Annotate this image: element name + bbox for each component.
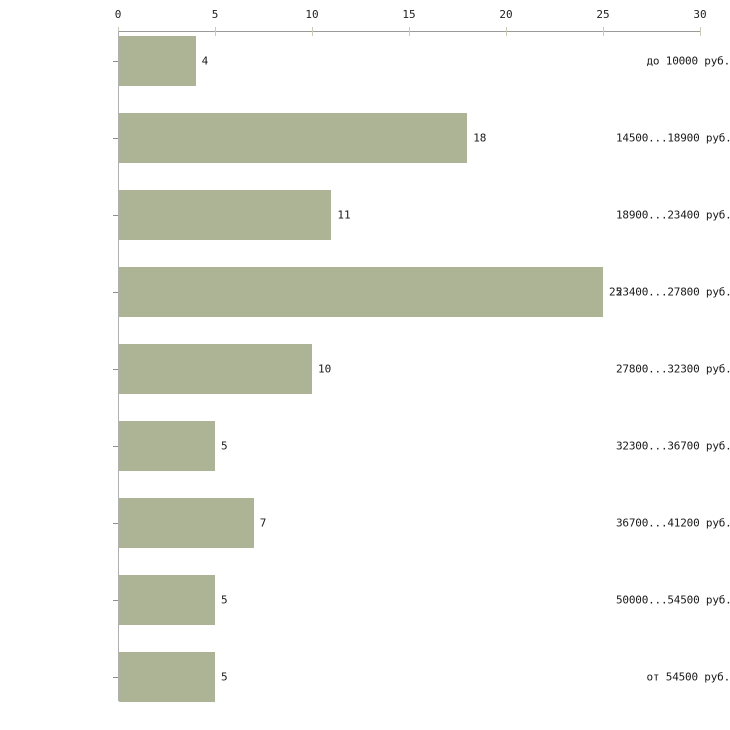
- y-tick-2: [113, 215, 118, 216]
- bar-0: [119, 36, 196, 86]
- x-tick-15: [409, 27, 410, 36]
- bar-4: [119, 344, 312, 394]
- y-tick-5: [113, 446, 118, 447]
- category-label-0: до 10000 руб.: [646, 54, 730, 68]
- bar-value-label-3: 25: [609, 285, 623, 299]
- category-label-6: 36700...41200 руб.: [616, 516, 730, 530]
- bar-6: [119, 498, 254, 548]
- bar-value-label-1: 18: [473, 131, 487, 145]
- y-tick-1: [113, 138, 118, 139]
- x-tick-label-30: 30: [693, 8, 707, 21]
- bar-7: [119, 575, 215, 625]
- x-tick-20: [506, 27, 507, 36]
- category-label-4: 27800...32300 руб.: [616, 362, 730, 376]
- x-tick-label-25: 25: [596, 8, 610, 21]
- x-tick-label-0: 0: [114, 8, 122, 21]
- bar-3: [119, 267, 603, 317]
- x-tick-label-20: 20: [499, 8, 513, 21]
- y-tick-0: [113, 61, 118, 62]
- x-tick-label-10: 10: [305, 8, 319, 21]
- y-tick-4: [113, 369, 118, 370]
- bar-5: [119, 421, 215, 471]
- bar-value-label-7: 5: [221, 593, 228, 607]
- y-tick-7: [113, 600, 118, 601]
- category-label-1: 14500...18900 руб.: [616, 131, 730, 145]
- x-tick-label-5: 5: [211, 8, 219, 21]
- y-axis-line: [118, 31, 119, 701]
- category-label-2: 18900...23400 руб.: [616, 208, 730, 222]
- y-tick-3: [113, 292, 118, 293]
- bar-value-label-4: 10: [318, 362, 332, 376]
- y-tick-8: [113, 677, 118, 678]
- x-tick-label-15: 15: [402, 8, 416, 21]
- bar-2: [119, 190, 332, 240]
- bar-value-label-5: 5: [221, 439, 228, 453]
- bar-8: [119, 652, 215, 702]
- x-tick-10: [312, 27, 313, 36]
- category-label-7: 50000...54500 руб.: [616, 593, 730, 607]
- bar-value-label-0: 4: [201, 54, 209, 68]
- category-label-8: от 54500 руб.: [646, 670, 730, 684]
- bar-value-label-6: 7: [259, 516, 267, 530]
- x-tick-30: [700, 27, 701, 36]
- y-tick-6: [113, 523, 118, 524]
- x-tick-25: [603, 27, 604, 36]
- category-label-3: 23400...27800 руб.: [616, 285, 730, 299]
- bar-1: [119, 113, 468, 163]
- bar-value-label-8: 5: [221, 670, 228, 684]
- category-label-5: 32300...36700 руб.: [616, 439, 730, 453]
- bar-value-label-2: 11: [337, 208, 351, 222]
- x-tick-5: [215, 27, 216, 36]
